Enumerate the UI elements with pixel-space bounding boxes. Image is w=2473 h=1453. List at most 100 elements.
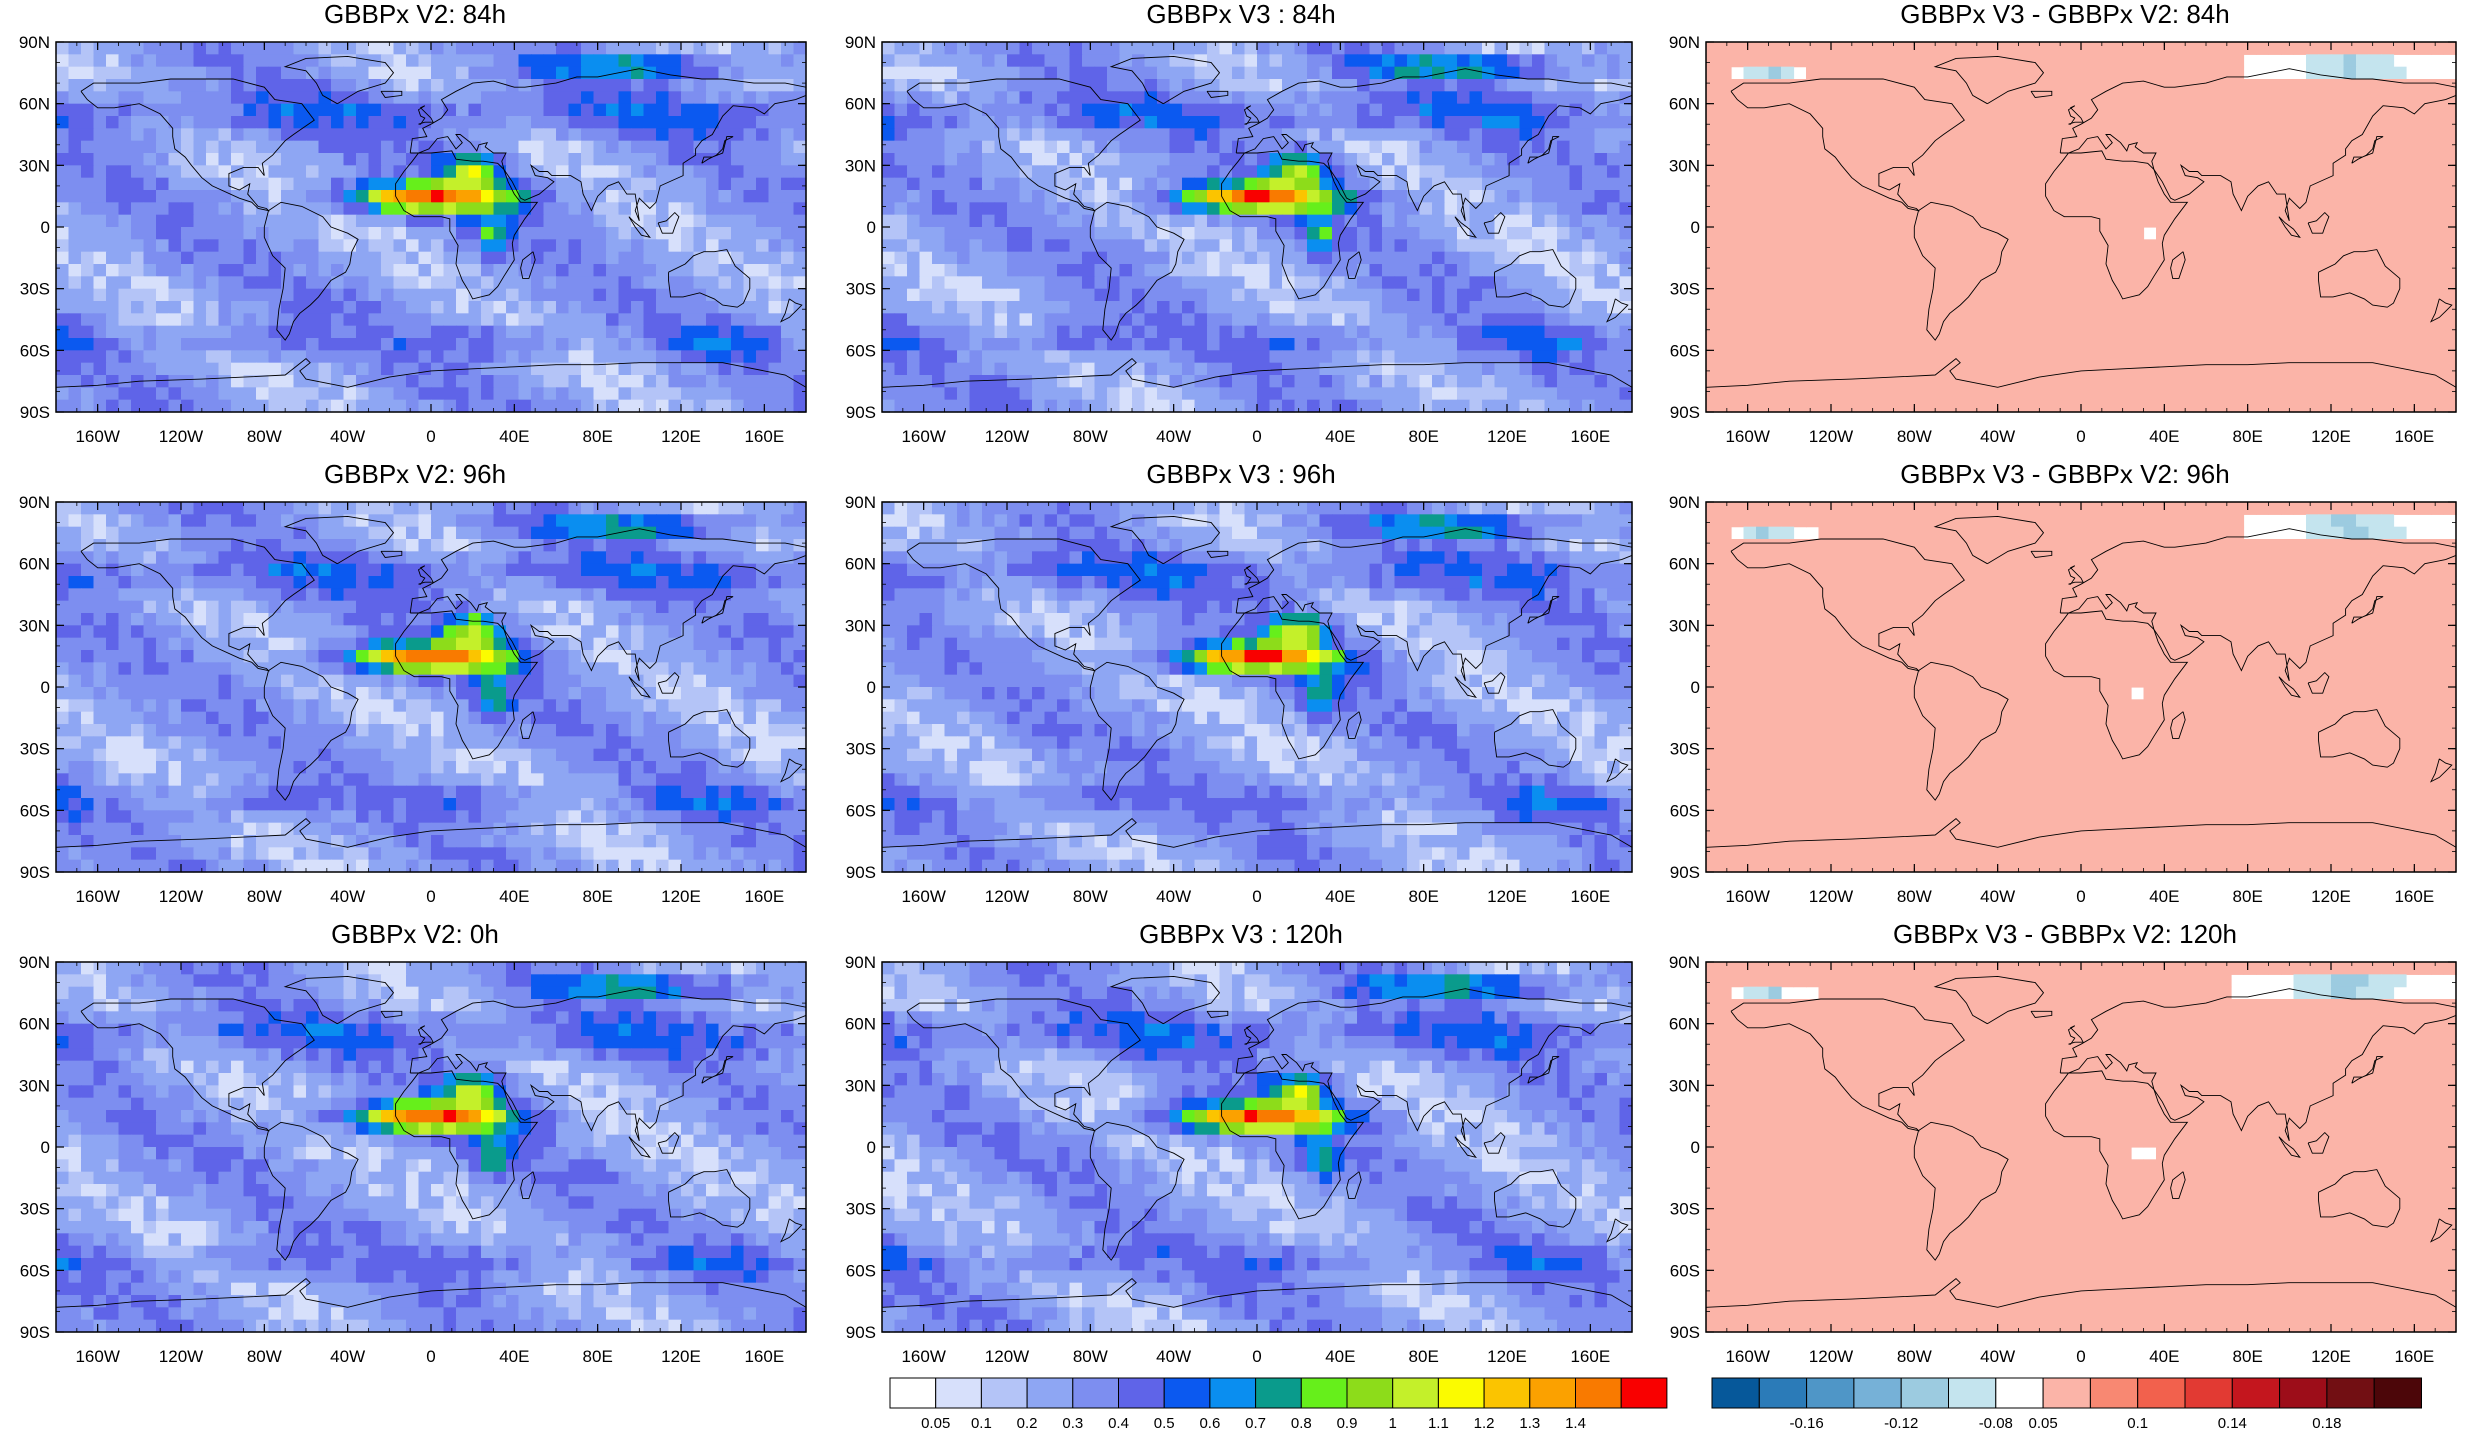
field-cell — [932, 91, 946, 105]
field-cell — [1881, 66, 1895, 80]
field-cell — [493, 325, 507, 339]
field-cell — [2431, 239, 2445, 253]
field-cell — [969, 362, 983, 376]
field-cell — [1157, 128, 1171, 142]
field-cell — [1943, 288, 1957, 302]
field-cell — [1981, 276, 1995, 290]
field-cell — [1269, 165, 1283, 179]
field-cell — [944, 313, 958, 327]
field-cell — [443, 276, 457, 290]
field-cell — [932, 239, 946, 253]
field-cell — [156, 79, 170, 92]
field-cell — [982, 128, 996, 142]
field-cell — [356, 313, 370, 327]
field-cell — [568, 66, 582, 80]
field-cell — [1057, 202, 1071, 216]
field-cell — [681, 350, 695, 364]
field-cell — [1519, 42, 1533, 55]
field-cell — [1244, 202, 1258, 216]
field-cell — [556, 140, 570, 154]
field-cell — [2318, 91, 2332, 105]
field-cell — [731, 288, 745, 302]
field-cell — [1282, 153, 1296, 166]
field-cell — [1482, 54, 1496, 68]
field-cell — [643, 325, 657, 339]
field-cell — [1344, 202, 1358, 216]
field-cell — [481, 54, 495, 68]
field-cell — [1569, 264, 1583, 277]
field-cell — [293, 325, 307, 339]
field-cell — [393, 165, 407, 179]
field-cell — [1906, 214, 1920, 228]
field-cell — [1107, 165, 1121, 179]
field-cell — [1257, 153, 1271, 166]
field-cell — [1332, 177, 1346, 191]
field-cell — [969, 214, 983, 228]
field-cell — [1943, 276, 1957, 290]
field-cell — [1169, 128, 1183, 142]
field-cell — [2143, 202, 2157, 216]
field-cell — [468, 399, 482, 413]
field-cell — [631, 239, 645, 253]
field-cell — [1407, 350, 1421, 364]
field-cell — [143, 387, 157, 401]
field-cell — [668, 54, 682, 68]
field-cell — [1856, 103, 1870, 117]
field-cell — [2331, 103, 2345, 117]
field-cell — [1182, 362, 1196, 376]
field-cell — [568, 276, 582, 290]
field-cell — [2193, 264, 2207, 277]
field-cell — [1269, 288, 1283, 302]
field-cell — [1244, 313, 1258, 327]
field-cell — [1182, 239, 1196, 253]
field-cell — [1544, 350, 1558, 364]
field-cell — [1557, 399, 1571, 413]
field-cell — [1157, 251, 1171, 265]
field-cell — [1569, 202, 1583, 216]
field-cell — [306, 301, 320, 314]
field-cell — [982, 177, 996, 191]
field-cell — [1044, 66, 1058, 80]
field-cell — [1382, 190, 1396, 203]
coastlines — [55, 55, 807, 388]
field-cell — [1219, 350, 1233, 364]
coastline — [80, 78, 315, 212]
field-cell — [1344, 66, 1358, 80]
field-cell — [568, 251, 582, 265]
field-cell — [1044, 387, 1058, 401]
field-cell — [1843, 54, 1857, 68]
field-cell — [1244, 239, 1258, 253]
field-cell — [1993, 214, 2007, 228]
field-cell — [1094, 202, 1108, 216]
field-cell — [2231, 165, 2245, 179]
field-cell — [668, 276, 682, 290]
field-cell — [631, 153, 645, 166]
field-cell — [932, 42, 946, 55]
field-cell — [81, 239, 95, 253]
field-cell — [1544, 276, 1558, 290]
field-cell — [718, 54, 732, 68]
field-cell — [793, 399, 807, 413]
field-cell — [318, 288, 332, 302]
field-cell — [1007, 399, 1021, 413]
field-cell — [1768, 91, 1782, 105]
field-cell — [2043, 116, 2057, 129]
field-cell — [1619, 399, 1633, 413]
coastline — [409, 68, 807, 221]
field-cell — [894, 140, 908, 154]
field-cell — [1831, 54, 1845, 68]
field-cell — [1407, 66, 1421, 80]
field-cell — [93, 375, 107, 388]
field-cell — [243, 42, 257, 55]
field-cell — [2243, 116, 2257, 129]
field-cell — [1557, 202, 1571, 216]
field-cell — [882, 375, 896, 388]
field-cell — [356, 350, 370, 364]
field-cell — [1369, 264, 1383, 277]
field-cell — [2181, 54, 2195, 68]
field-cell — [2368, 103, 2382, 117]
field-cell — [1319, 202, 1333, 216]
field-cell — [593, 190, 607, 203]
field-cell — [1157, 288, 1171, 302]
field-cell — [1918, 66, 1932, 80]
